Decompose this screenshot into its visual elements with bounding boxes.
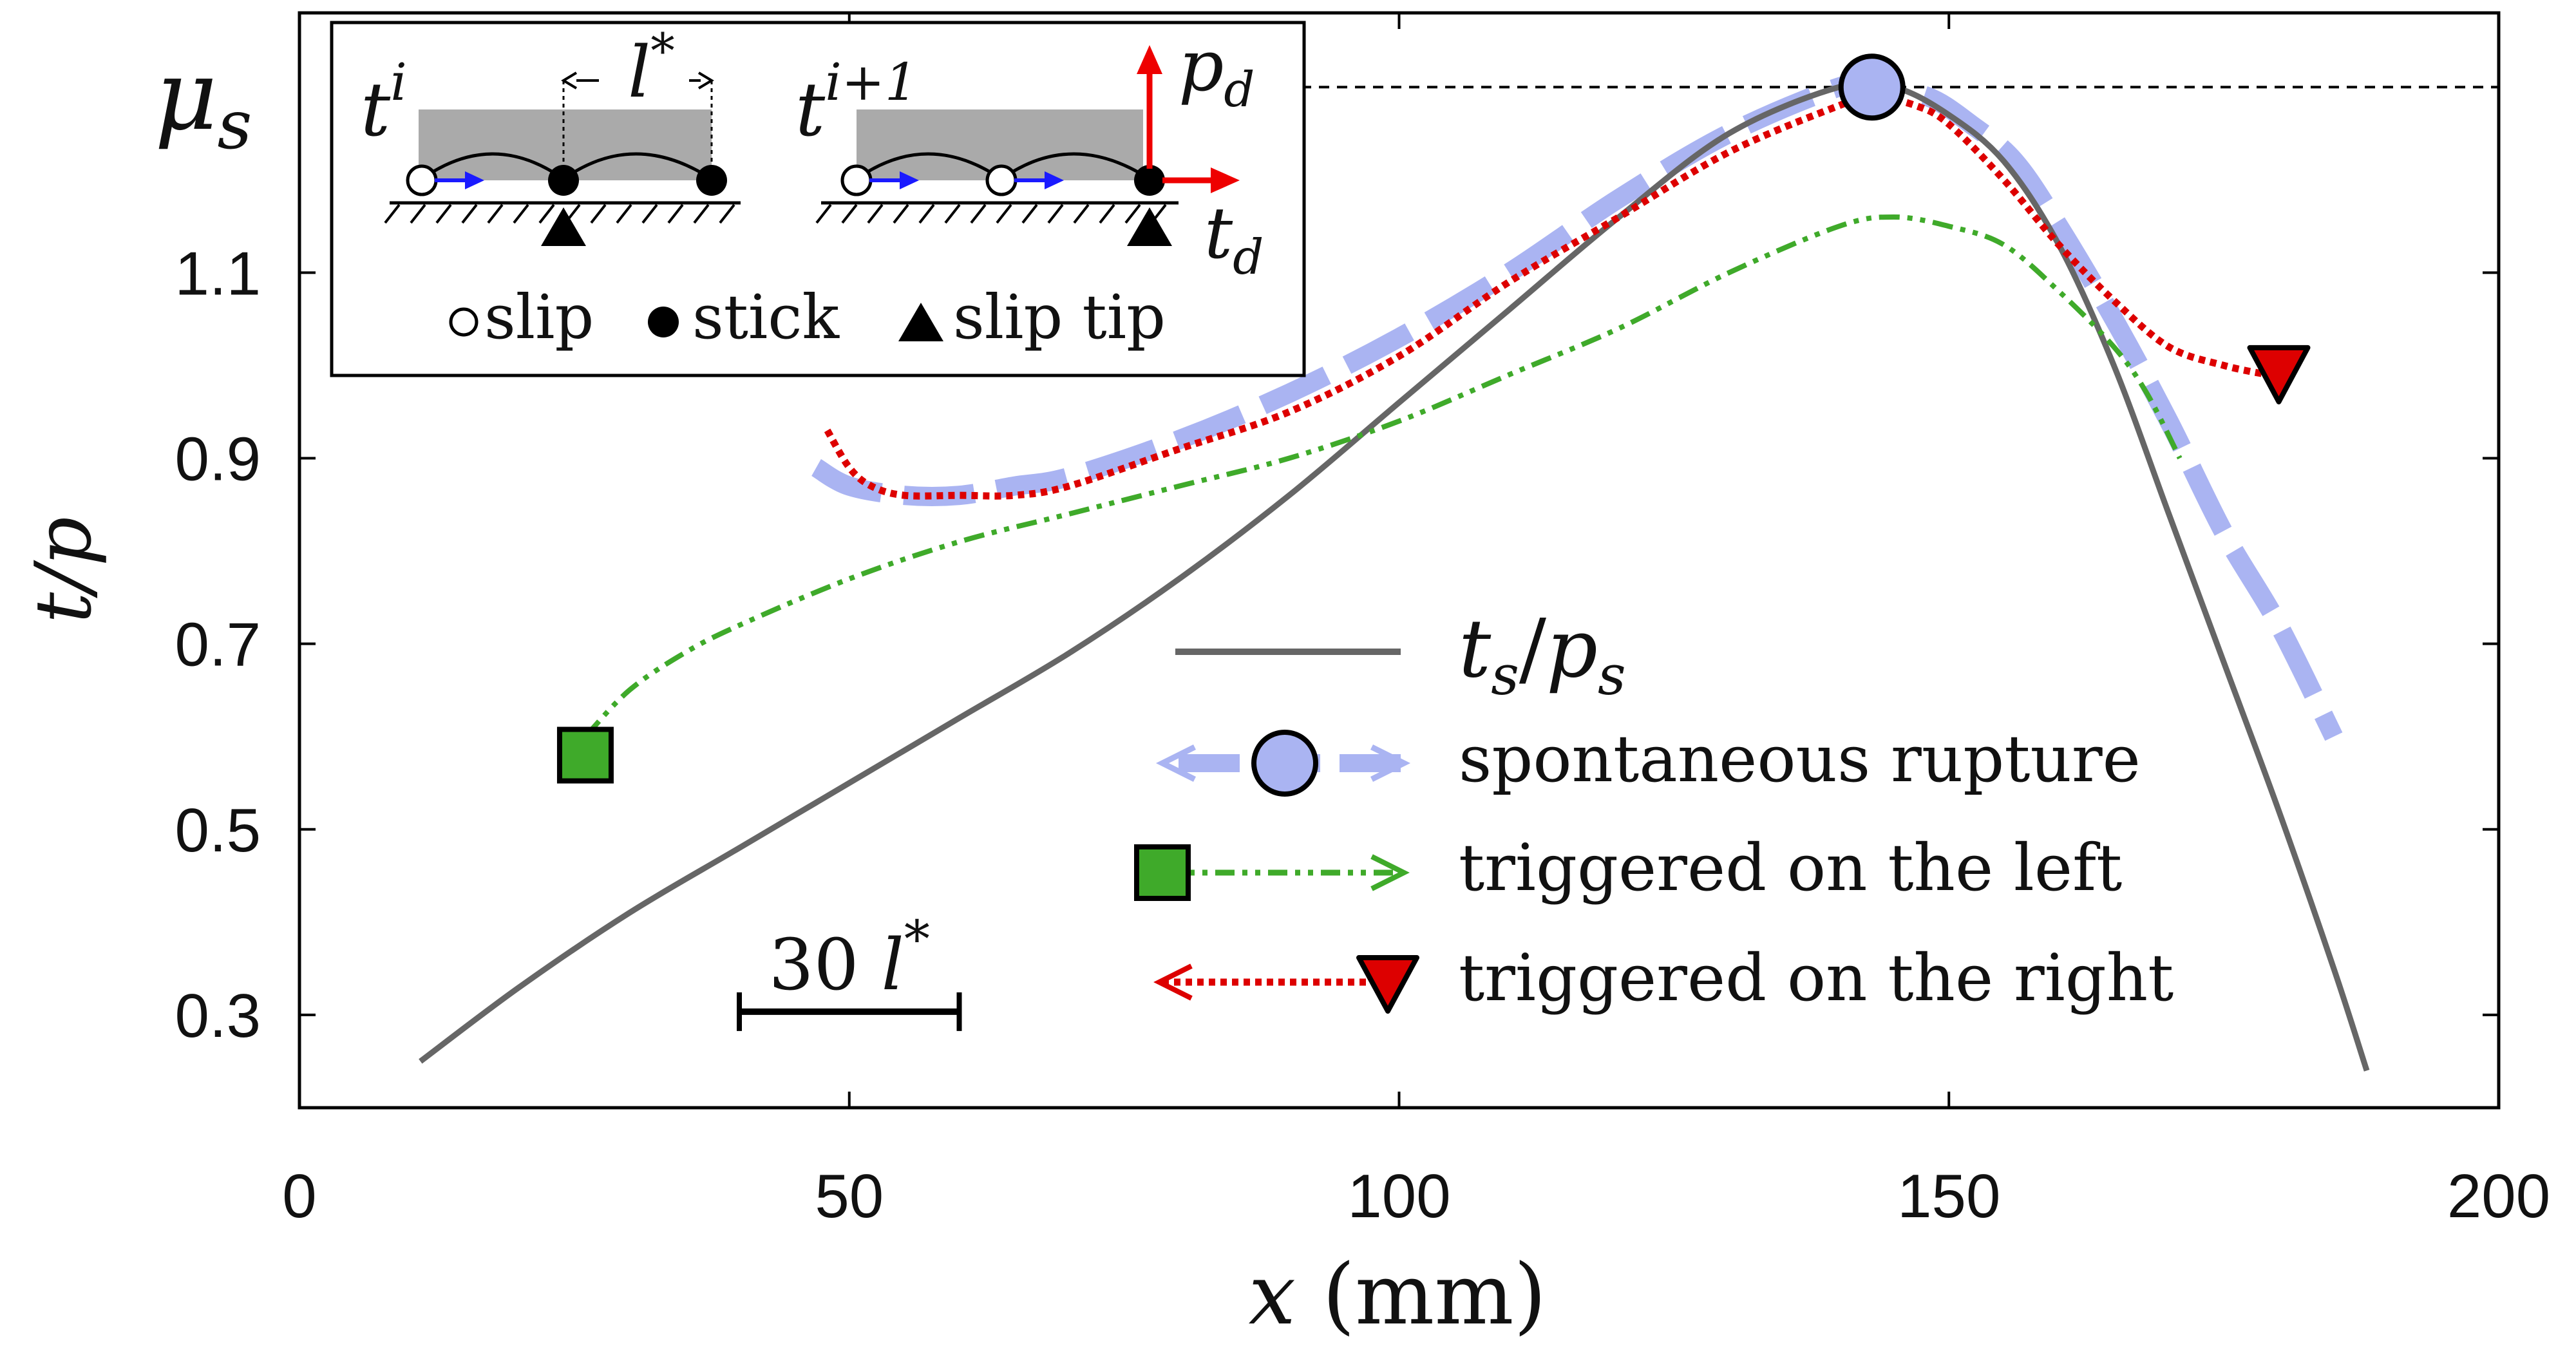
inset-left-slip-tip	[541, 207, 586, 246]
inset-right-slip-node-1	[840, 164, 873, 196]
inset-right-blue-arrow-head-2	[1045, 171, 1064, 189]
inset-left-stick-node-2	[696, 165, 727, 196]
inset-left-stick-node-1	[548, 165, 579, 196]
inset-right-blue-arrow-head-1	[900, 171, 919, 189]
inset-td-label: td	[1204, 192, 1264, 285]
legend-arrow-left-right	[1153, 963, 1193, 1001]
marker-square	[556, 726, 614, 784]
y-tick-label: 1.1	[175, 239, 261, 308]
y-axis-title: t/p	[19, 517, 109, 623]
x-tick-label: 200	[2447, 1162, 2550, 1231]
tick-layer	[298, 13, 2500, 1108]
inset-legend-slip-symbol	[449, 307, 478, 337]
y-tick-label: 0.7	[175, 611, 261, 679]
inset-legend-slip-tip-label: slip tip	[953, 282, 1166, 353]
inset-left-length-arrow-head-r	[697, 71, 714, 90]
inset-pd-label: pd	[1179, 24, 1255, 118]
legend-arrow-right-spontaneous	[1370, 744, 1411, 782]
inset-left-slip-node	[406, 164, 438, 196]
inset-right-slip-node-2	[985, 164, 1018, 196]
inset-td-arrow-head	[1211, 167, 1240, 193]
legend-marker-square	[1134, 844, 1191, 901]
inset-legend-slip-label: slip	[484, 282, 594, 353]
inset-right-ti1-label: ti+1	[795, 52, 918, 153]
scale-bar: 30 l*	[737, 909, 962, 1031]
series-line-triggered-on-the-right	[824, 93, 2269, 500]
legend-marker-circle	[1251, 730, 1318, 797]
marker-circle	[1838, 53, 1906, 121]
legend: ts/ps spontaneous rupture triggered on t…	[1134, 602, 2174, 1016]
inset-frame	[330, 21, 1306, 377]
inset-pd-arrow-head	[1137, 45, 1162, 74]
legend-marker-triangle	[1356, 955, 1419, 1014]
inset-left-hatch	[384, 204, 735, 224]
legend-label-right: triggered on the right	[1459, 940, 2174, 1016]
series-layer	[419, 73, 2370, 1072]
inset-right-stick-node	[1134, 165, 1165, 196]
scale-bar-label: 30 l*	[769, 909, 930, 1006]
x-tick-label: 50	[815, 1162, 884, 1231]
inset: l* ti ti+1 pd t	[330, 21, 1306, 377]
inset-left-length-label: l*	[628, 23, 675, 113]
x-axis-title: x (mm)	[1249, 1246, 1547, 1343]
y-tick-label: 0.3	[175, 981, 261, 1050]
inset-left-ti-label: ti	[361, 52, 407, 153]
inset-left-length-arrow-head-l	[561, 71, 578, 90]
legend-arrow-left-spontaneous	[1155, 744, 1197, 782]
legend-label-ts-ps: ts/ps	[1459, 602, 1626, 708]
x-tick-label: 150	[1897, 1162, 2000, 1231]
y-tick-label: 0.5	[175, 796, 261, 865]
inset-legend-stick-symbol	[648, 307, 679, 337]
legend-label-left: triggered on the left	[1459, 830, 2122, 905]
marker-triangle	[2247, 345, 2311, 404]
inset-left-blue-arrow-head	[465, 171, 484, 189]
inset-right-hatch	[815, 204, 1167, 224]
inset-right-slip-tip	[1127, 207, 1172, 246]
inset-legend-stick-label: stick	[692, 282, 840, 353]
x-tick-label: 100	[1347, 1162, 1450, 1231]
tick-label-layer: 0 50 100 150 200 0.3 0.5 0.7 0.9 1.1	[175, 239, 2551, 1231]
series-line-spontaneous-rupture	[811, 73, 2343, 741]
legend-arrow-right-left	[1370, 854, 1410, 891]
x-tick-label: 0	[282, 1162, 316, 1231]
marker-layer	[556, 53, 2311, 784]
y-tick-label: 0.9	[175, 425, 261, 494]
mu-s-label: μs	[155, 40, 252, 164]
legend-label-spontaneous: spontaneous rupture	[1459, 721, 2141, 797]
series-line-triggered-on-the-left	[583, 214, 2183, 739]
inset-legend-slip-tip-symbol	[898, 303, 943, 341]
inset-left-length-label-bg	[599, 32, 689, 109]
